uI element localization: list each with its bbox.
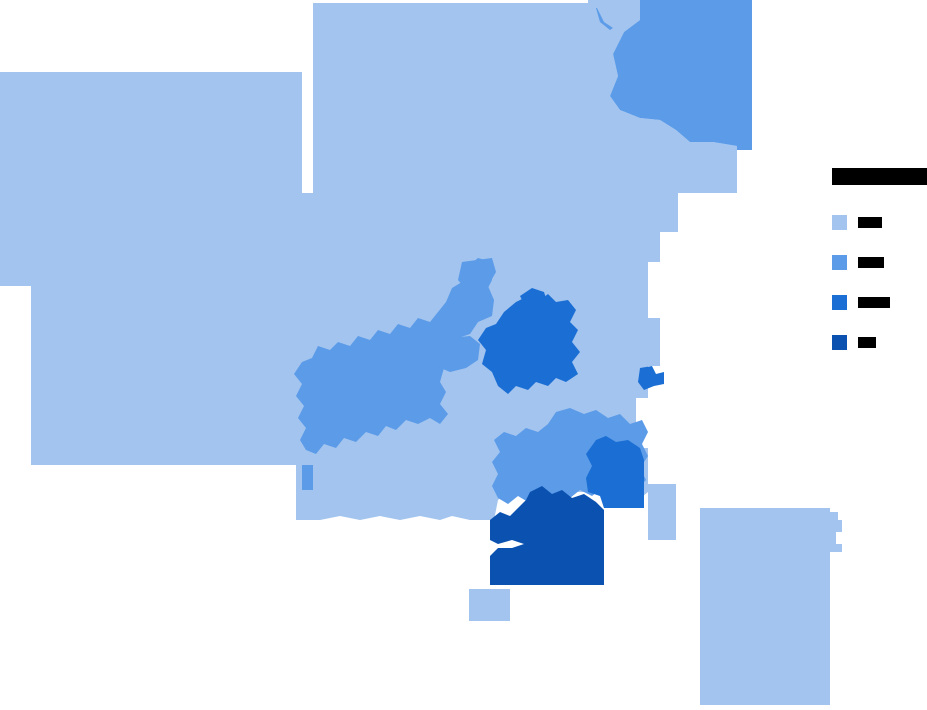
legend-label-redaction-bar-3	[858, 296, 890, 308]
region-southeast-sliver[interactable]	[830, 512, 842, 552]
region-northwest-block[interactable]	[0, 72, 313, 286]
legend-swatch-class-1	[832, 214, 847, 230]
region-south-central-core[interactable]	[490, 486, 604, 585]
region-west-central-cluster[interactable]	[294, 258, 494, 454]
legend-label-redaction-bar-4	[858, 336, 876, 348]
region-northeast-notch[interactable]	[596, 6, 628, 30]
region-mid-link-strip[interactable]	[428, 336, 480, 372]
region-west-small-rect[interactable]	[302, 465, 313, 490]
map-legend	[832, 168, 927, 374]
region-south-small-rect[interactable]	[469, 589, 510, 621]
region-north-mid-spur[interactable]	[458, 258, 496, 316]
region-east-narrow-strip[interactable]	[648, 484, 676, 540]
legend-swatch-class-2	[832, 254, 847, 270]
legend-swatch-class-4	[832, 334, 847, 350]
legend-label-redaction-bar-1	[858, 216, 882, 228]
legend-item-3[interactable]	[832, 294, 927, 310]
legend-swatch-class-3	[832, 294, 847, 310]
region-east-small-island[interactable]	[638, 366, 664, 390]
region-west-lower-block[interactable]	[31, 286, 313, 465]
region-southeast-outlier-rect[interactable]	[700, 508, 830, 705]
region-northeast-block[interactable]	[588, 0, 752, 150]
legend-label-redaction-bar-2	[858, 256, 884, 268]
legend-item-4[interactable]	[832, 334, 927, 350]
region-southeast-block[interactable]	[586, 436, 644, 508]
legend-title-redaction-bar	[832, 168, 927, 185]
region-central-cluster[interactable]	[478, 288, 580, 394]
legend-item-1[interactable]	[832, 214, 927, 230]
legend-item-2[interactable]	[832, 254, 927, 270]
